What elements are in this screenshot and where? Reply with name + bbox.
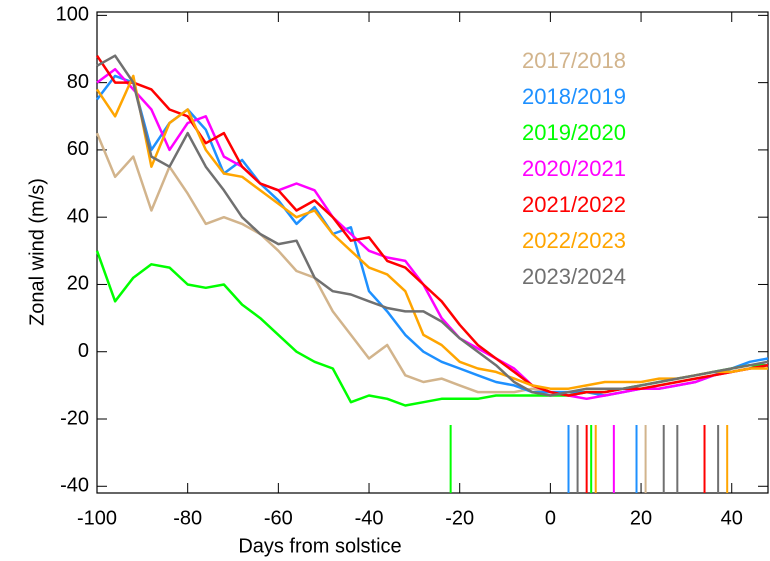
legend-label: 2017/2018 bbox=[522, 48, 626, 73]
x-axis-label: Days from solstice bbox=[238, 535, 401, 557]
y-tick-label: 60 bbox=[67, 138, 89, 160]
series-line bbox=[96, 67, 769, 401]
y-tick-label: 100 bbox=[56, 4, 89, 26]
x-tick-label: 0 bbox=[545, 507, 556, 529]
legend-label: 2020/2021 bbox=[522, 156, 626, 181]
series-line bbox=[95, 74, 768, 390]
series-line bbox=[96, 74, 769, 397]
x-tick-label: 40 bbox=[721, 507, 743, 529]
legend-label: 2019/2020 bbox=[522, 120, 626, 145]
series-line bbox=[95, 132, 769, 394]
y-tick-label: 20 bbox=[67, 273, 89, 295]
x-tick-label: -60 bbox=[264, 507, 293, 529]
legend-label: 2023/2024 bbox=[522, 264, 626, 289]
y-tick-label: 0 bbox=[78, 340, 89, 362]
x-tick-label: -100 bbox=[77, 507, 117, 529]
y-axis-label: Zonal wind (m/s) bbox=[26, 178, 48, 326]
series-line bbox=[95, 250, 768, 407]
y-tick-label: 40 bbox=[67, 205, 89, 227]
legend-label: 2022/2023 bbox=[522, 228, 626, 253]
x-tick-label: -40 bbox=[355, 507, 384, 529]
legend-label: 2021/2022 bbox=[522, 192, 626, 217]
legend-label: 2018/2019 bbox=[522, 84, 626, 109]
series-line bbox=[96, 54, 769, 397]
x-tick-label: -20 bbox=[445, 507, 474, 529]
y-tick-label: -20 bbox=[60, 407, 89, 429]
y-tick-label: -40 bbox=[60, 475, 89, 497]
series-line bbox=[95, 55, 769, 397]
plot-frame bbox=[96, 11, 769, 494]
x-tick-label: -80 bbox=[173, 507, 202, 529]
y-tick-label: 80 bbox=[67, 71, 89, 93]
x-tick-label: 20 bbox=[630, 507, 652, 529]
